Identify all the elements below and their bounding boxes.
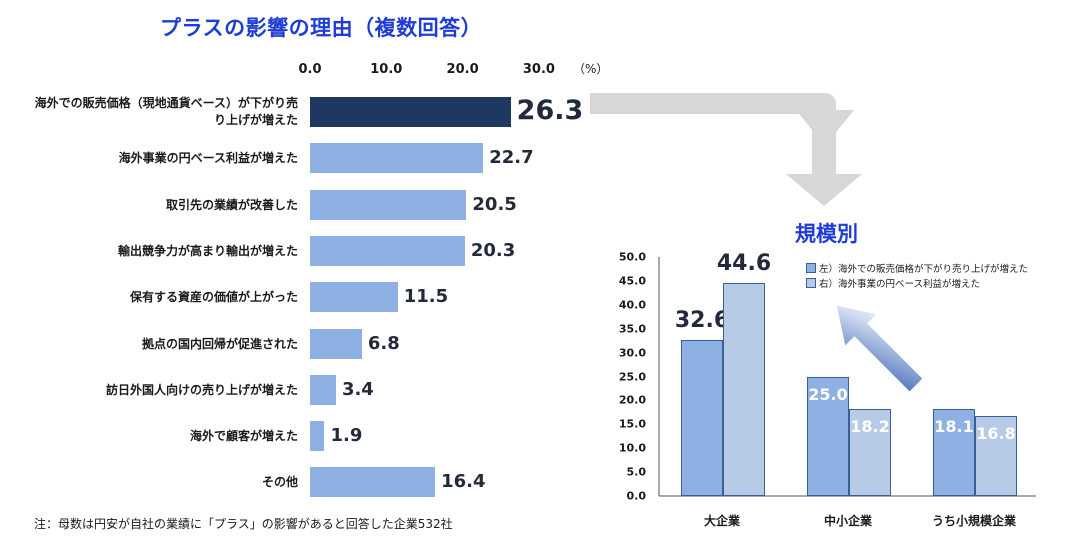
bar: [975, 415, 1017, 496]
bar: [310, 235, 465, 266]
bar: [723, 282, 765, 496]
bar-value-label: 32.6: [674, 308, 730, 334]
bar-value-label: 1.9: [330, 425, 363, 447]
category-label: 海外での販売価格（現地通貨ベース）が下がり売り上げが増えた: [34, 96, 298, 127]
bar-value-label: 44.6: [716, 250, 772, 276]
bar: [310, 189, 467, 220]
bar-value-label: 3.4: [341, 378, 374, 400]
category-label: 大企業: [703, 514, 741, 528]
y-tick-label: 0.0: [626, 489, 647, 503]
bar: [310, 97, 511, 127]
x-tick-label: 30.0: [522, 62, 555, 77]
bar: [310, 467, 436, 498]
bar-value-label: 6.8: [367, 332, 400, 354]
bar-value-label: 26.3: [516, 95, 584, 126]
legend-label: 左）海外での販売価格が下がり売り上げが増えた: [819, 264, 1029, 275]
category-label: 海外で顧客が増えた: [189, 429, 298, 444]
connector-arrow-icon: [590, 93, 862, 206]
bar-value-label: 18.2: [850, 417, 890, 436]
category-label: 輸出競争力が高まり輸出が増えた: [117, 243, 298, 258]
y-tick-label: 25.0: [618, 370, 646, 383]
bar-value-label: 25.0: [808, 384, 848, 404]
legend-swatch: [806, 278, 816, 288]
y-tick-label: 15.0: [618, 417, 646, 431]
bar-value-label: 11.5: [403, 286, 449, 308]
category-label: 中小企業: [823, 514, 873, 528]
category-label: 海外事業の円ベース利益が増えた: [118, 151, 298, 166]
bar: [681, 340, 723, 496]
bar: [310, 374, 336, 405]
chart-title: プラスの影響の理由（複数回答）: [160, 16, 483, 40]
bar-value-label: 22.7: [489, 147, 534, 169]
y-tick-label: 45.0: [618, 274, 646, 288]
size-chart-title: 規模別: [795, 222, 858, 246]
category-label: 取引先の業績が改善した: [165, 197, 298, 212]
bar-value-label: 20.5: [472, 193, 517, 215]
category-label: うち小規模企業: [931, 514, 1017, 528]
y-tick-label: 5.0: [626, 465, 647, 479]
y-tick-label: 10.0: [618, 441, 646, 455]
bar: [310, 328, 362, 359]
bar: [310, 282, 398, 313]
category-label: 訪日外国人向けの売り上げが増えた: [105, 382, 298, 397]
legend-item: 右）海外事業の円ベース利益が増えた: [806, 276, 980, 290]
category-label: その他: [261, 475, 298, 490]
legend-label: 右）海外事業の円ベース利益が増えた: [819, 279, 981, 290]
legend-item: 左）海外での販売価格が下がり売り上げが増えた: [806, 261, 1028, 275]
y-tick-label: 40.0: [618, 298, 646, 312]
x-axis-unit: （%）: [573, 62, 609, 76]
x-tick-label: 0.0: [298, 62, 322, 77]
footnote: 注：母数は円安が自社の業績に「プラス」の影響があると回答した企業532社: [34, 517, 453, 531]
bar-value-label: 16.8: [976, 423, 1016, 443]
x-tick-label: 20.0: [446, 62, 479, 77]
bar: [310, 421, 325, 452]
bar-value-label: 20.3: [470, 239, 516, 261]
bar: [849, 409, 891, 496]
legend-swatch: [806, 263, 816, 273]
bar-value-label: 16.4: [441, 471, 486, 493]
category-label: 拠点の国内回帰が促進された: [141, 336, 298, 351]
category-label: 保有する資産の価値が上がった: [129, 290, 298, 305]
y-tick-label: 30.0: [618, 346, 646, 360]
y-tick-label: 20.0: [618, 393, 646, 407]
y-tick-label: 35.0: [618, 322, 646, 336]
trend-arrow-icon: [836, 305, 923, 392]
bar-value-label: 18.1: [934, 417, 974, 437]
bar: [807, 376, 849, 496]
bar: [310, 143, 484, 174]
y-tick-label: 50.0: [618, 250, 646, 264]
bar: [933, 409, 975, 496]
x-tick-label: 10.0: [370, 62, 403, 77]
